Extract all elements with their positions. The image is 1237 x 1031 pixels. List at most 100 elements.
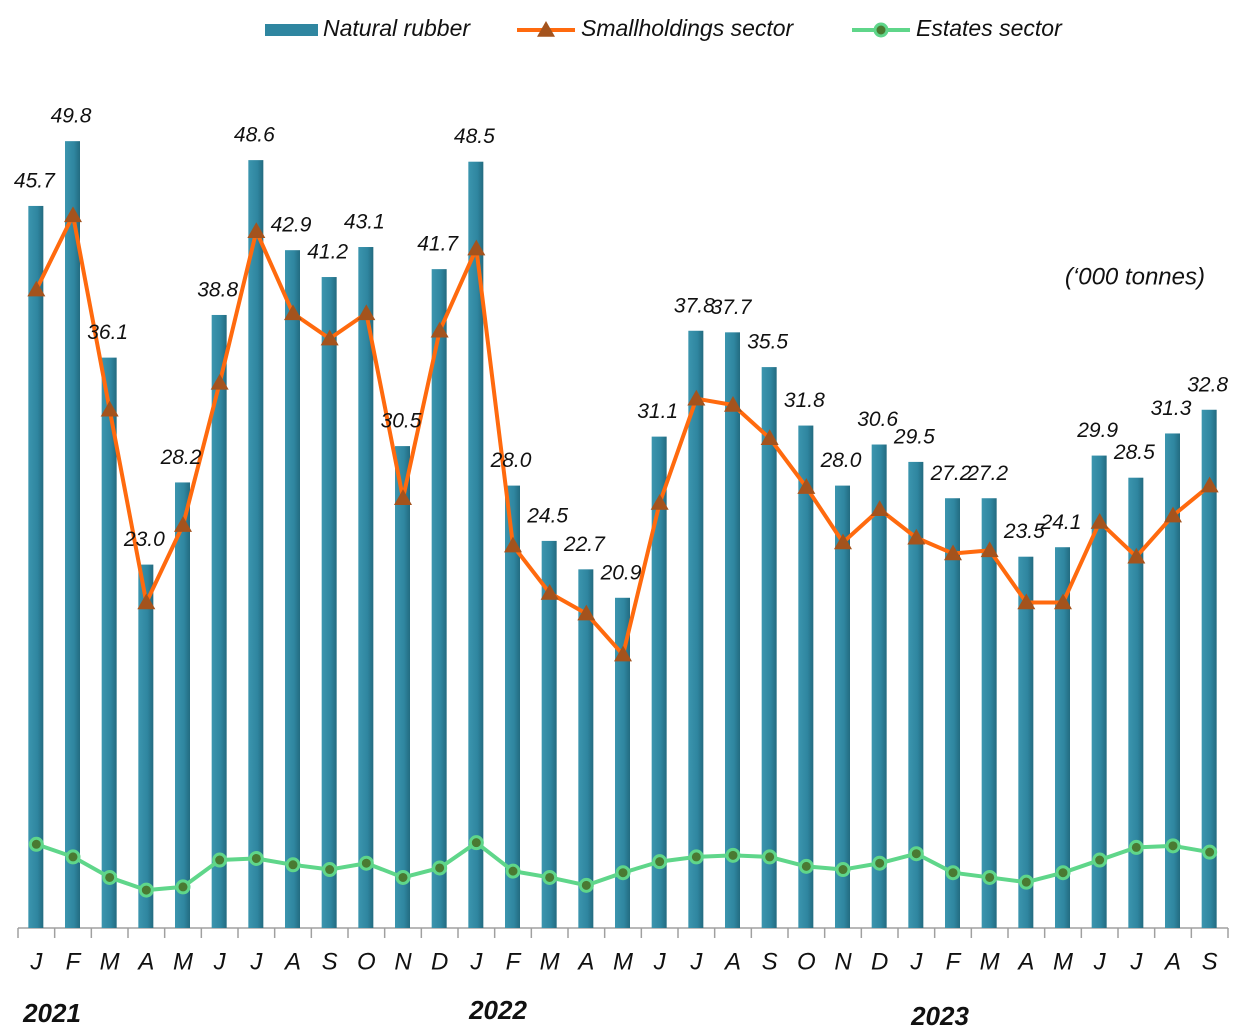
bar — [835, 485, 850, 928]
data-label: 42.9 — [271, 214, 312, 237]
data-label: 22.7 — [563, 533, 606, 556]
bar — [1091, 455, 1107, 928]
x-tick-label: J — [1129, 948, 1143, 975]
bar — [908, 461, 924, 928]
bar — [285, 250, 300, 928]
marker — [432, 860, 448, 876]
data-label: 23.0 — [123, 528, 165, 551]
marker — [28, 836, 44, 852]
marker — [835, 862, 851, 878]
marker — [65, 849, 81, 865]
marker — [907, 528, 926, 545]
marker — [1200, 476, 1219, 493]
x-tick-label: A — [576, 948, 594, 975]
data-label: 41.2 — [307, 241, 348, 264]
unit-note: (‘000 tonnes) — [1065, 263, 1205, 290]
marker — [357, 304, 376, 321]
data-label: 27.2 — [966, 462, 1008, 485]
marker — [320, 329, 339, 346]
data-label: 37.8 — [674, 294, 715, 317]
marker — [174, 516, 192, 532]
marker — [394, 489, 412, 505]
x-tick-label: J — [689, 948, 703, 975]
marker — [137, 593, 156, 610]
legend-label: Estates sector — [916, 15, 1063, 41]
bar — [468, 161, 484, 928]
marker — [834, 533, 852, 550]
marker — [504, 536, 522, 553]
marker — [577, 604, 596, 621]
data-label: 37.7 — [711, 296, 753, 319]
marker — [980, 541, 999, 558]
marker — [798, 858, 814, 874]
x-tick-label: S — [322, 948, 338, 975]
marker — [322, 862, 338, 878]
x-tick-label: A — [136, 948, 154, 975]
x-tick-label: M — [173, 948, 193, 975]
bar — [761, 367, 777, 929]
marker — [1127, 547, 1146, 564]
marker — [650, 493, 669, 510]
bar — [871, 444, 887, 928]
x-tick-label: D — [431, 948, 448, 975]
marker — [944, 544, 962, 561]
legend-marker — [537, 21, 555, 37]
data-label: 28.0 — [820, 449, 862, 472]
data-label: 28.5 — [1113, 441, 1155, 464]
data-label: 23.5 — [1003, 520, 1045, 543]
marker — [102, 869, 118, 885]
marker — [285, 857, 301, 873]
year-label: 2021 — [22, 998, 81, 1028]
bar — [101, 357, 117, 928]
data-label: 36.1 — [87, 321, 128, 344]
data-label: 48.6 — [234, 124, 275, 147]
legend-marker — [873, 22, 889, 38]
bar — [981, 498, 997, 928]
data-label: 49.8 — [51, 105, 92, 128]
marker — [1164, 506, 1182, 523]
marker — [615, 865, 631, 881]
marker — [138, 882, 154, 898]
marker — [797, 478, 816, 494]
data-label: 24.5 — [526, 504, 568, 527]
marker — [982, 869, 998, 885]
x-tick-label: J — [469, 948, 483, 975]
bar — [798, 425, 814, 928]
marker — [395, 869, 411, 885]
legend-swatch — [265, 24, 318, 36]
marker — [100, 400, 119, 417]
bar — [1018, 556, 1034, 928]
x-tick-label: J — [909, 948, 923, 975]
marker — [430, 321, 449, 338]
year-label: 2022 — [468, 995, 527, 1025]
x-tick-label: A — [723, 948, 741, 975]
marker — [1165, 838, 1181, 854]
bar — [248, 160, 264, 928]
data-label: 31.3 — [1151, 397, 1192, 420]
marker — [687, 389, 706, 406]
marker — [505, 863, 521, 879]
x-tick-label: M — [613, 948, 633, 975]
x-tick-label: N — [394, 948, 412, 975]
data-label: 24.1 — [1040, 511, 1082, 534]
bar — [358, 247, 374, 928]
bar — [1055, 547, 1070, 928]
marker — [762, 849, 778, 865]
marker — [175, 879, 191, 895]
bar — [65, 141, 80, 928]
data-label: 28.0 — [490, 449, 532, 472]
x-tick-label: J — [29, 948, 43, 975]
marker — [248, 850, 264, 866]
marker — [688, 849, 704, 865]
data-label: 35.5 — [747, 331, 788, 354]
marker — [1202, 844, 1218, 860]
x-tick-label: J — [653, 948, 667, 975]
bar — [431, 269, 447, 928]
data-label: 43.1 — [344, 211, 385, 234]
marker — [284, 304, 302, 321]
year-label: 2023 — [910, 1001, 969, 1031]
marker — [1090, 512, 1109, 529]
x-tick-label: M — [540, 948, 560, 975]
x-tick-label: A — [1163, 948, 1181, 975]
